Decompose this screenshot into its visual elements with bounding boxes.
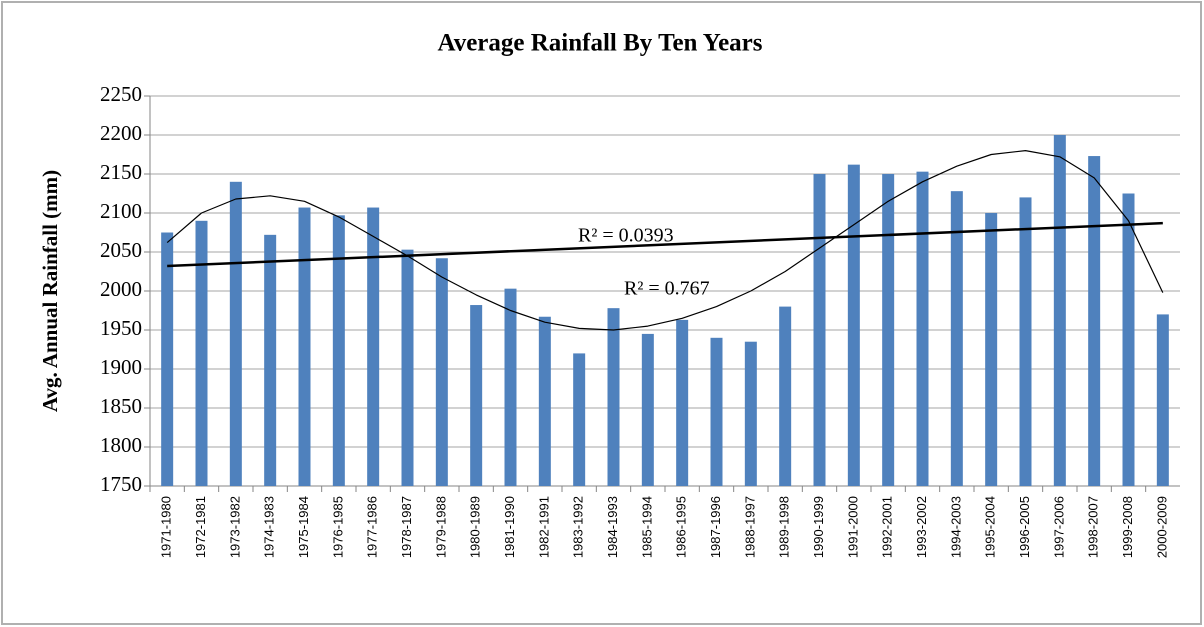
x-tick-label: 1973-1982 (227, 496, 242, 558)
y-tick-label: 2100 (100, 199, 142, 223)
bar (470, 305, 483, 486)
x-tick-label: 1996-2005 (1017, 496, 1032, 558)
chart-title: Average Rainfall By Ten Years (438, 30, 763, 57)
x-tick-label: 1989-1998 (777, 496, 792, 558)
bar (779, 306, 792, 486)
x-tick-label: 1971-1980 (159, 496, 174, 558)
trend-poly-label: R² = 0.767 (624, 278, 710, 300)
bar (710, 337, 723, 486)
x-tick-label: 1995-2004 (983, 496, 998, 558)
x-tick-label: 1997-2006 (1051, 496, 1066, 558)
x-tick-label: 1991-2000 (845, 496, 860, 558)
x-tick-label: 1984-1993 (605, 496, 620, 558)
y-tick-label: 2200 (100, 121, 142, 145)
x-tick-label: 1987-1996 (708, 496, 723, 558)
x-tick-label: 1975-1984 (296, 496, 311, 558)
bar (229, 181, 242, 487)
y-tick-label: 1950 (100, 316, 142, 340)
bar (264, 234, 277, 486)
bar (573, 353, 586, 486)
y-tick-label: 1800 (100, 433, 142, 457)
bar (332, 215, 345, 486)
x-tick-label: 1986-1995 (674, 496, 689, 558)
x-tick-label: 1980-1989 (468, 496, 483, 558)
x-tick-label: 1992-2001 (880, 496, 895, 558)
y-tick-label: 1900 (100, 355, 142, 379)
bar (1122, 193, 1135, 486)
bar (401, 249, 414, 486)
x-tick-label: 1999-2008 (1120, 496, 1135, 558)
bar (195, 220, 208, 487)
x-tick-label: 1974-1983 (262, 496, 277, 558)
bar (744, 341, 757, 486)
x-tick-label: 1985-1994 (639, 496, 654, 558)
trend-linear-label: R² = 0.0393 (578, 225, 674, 247)
bar (1156, 314, 1169, 486)
bar (1088, 156, 1101, 486)
bar (298, 207, 311, 487)
bar (1053, 135, 1066, 486)
bar (882, 174, 895, 486)
trend-linear (167, 221, 1163, 268)
y-tick-label: 2000 (100, 277, 142, 301)
bar (435, 258, 448, 486)
bar (916, 171, 929, 486)
trend-poly (166, 150, 1164, 331)
x-tick-label: 1993-2002 (914, 496, 929, 558)
y-axis-label: Avg. Annual Rainfall (mm) (38, 170, 62, 412)
x-tick-label: 1983-1992 (571, 496, 586, 558)
y-tick-label: 1850 (100, 394, 142, 418)
x-tick-label: 1981-1990 (502, 496, 517, 558)
x-tick-label: 1988-1997 (742, 496, 757, 558)
y-tick-label: 2150 (100, 160, 142, 184)
bar (985, 213, 998, 486)
x-tick-label: 1976-1985 (330, 496, 345, 558)
bar (813, 174, 826, 486)
x-tick-label: 1978-1987 (399, 496, 414, 558)
bar (367, 207, 380, 487)
y-tick-label: 2250 (100, 82, 142, 106)
x-tick-label: 2000-2009 (1154, 496, 1169, 558)
y-tick-label: 1750 (100, 472, 142, 496)
y-tick-label: 2050 (100, 238, 142, 262)
bar (847, 164, 860, 486)
bar (641, 333, 654, 486)
bar (504, 288, 517, 486)
x-tick-label: 1972-1981 (193, 496, 208, 558)
x-tick-label: 1994-2003 (948, 496, 963, 558)
bar (1019, 197, 1032, 486)
x-tick-label: 1998-2007 (1086, 496, 1101, 558)
x-tick-label: 1977-1986 (365, 496, 380, 558)
bar (538, 316, 551, 486)
x-tick-label: 1982-1991 (536, 496, 551, 558)
bar (676, 319, 689, 486)
bar (950, 191, 963, 486)
x-tick-label: 1979-1988 (433, 496, 448, 558)
bar (607, 308, 620, 486)
x-tick-label: 1990-1999 (811, 496, 826, 558)
bar (161, 232, 174, 486)
